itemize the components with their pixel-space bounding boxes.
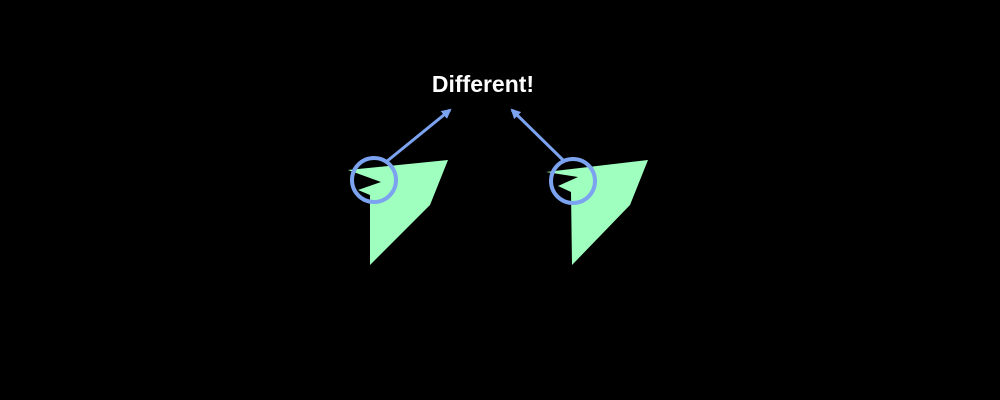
left-arrow xyxy=(385,108,452,164)
right-polygon xyxy=(546,160,648,265)
annotation-label: Different! xyxy=(432,71,534,97)
left-polygon xyxy=(348,160,448,265)
left-highlight-circle xyxy=(350,156,398,204)
right-arrow xyxy=(510,108,565,162)
right-highlight-circle xyxy=(549,157,597,205)
